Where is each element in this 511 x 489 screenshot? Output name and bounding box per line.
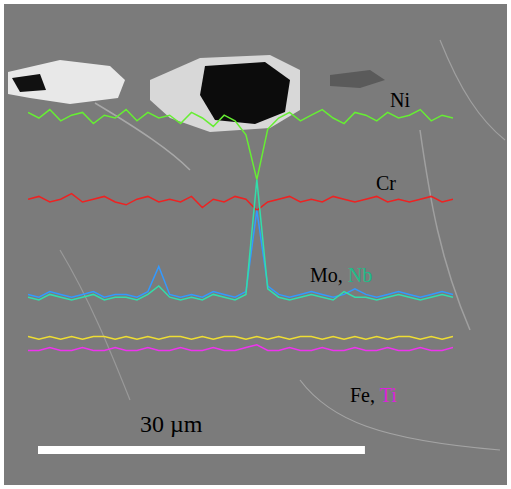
svg-text:Cr: Cr — [376, 172, 396, 194]
svg-text:30 µm: 30 µm — [140, 411, 203, 437]
svg-text:Ni: Ni — [390, 89, 410, 111]
svg-text:Mo, Nb: Mo, Nb — [310, 264, 372, 286]
svg-text:Fe, Ti: Fe, Ti — [350, 384, 397, 406]
